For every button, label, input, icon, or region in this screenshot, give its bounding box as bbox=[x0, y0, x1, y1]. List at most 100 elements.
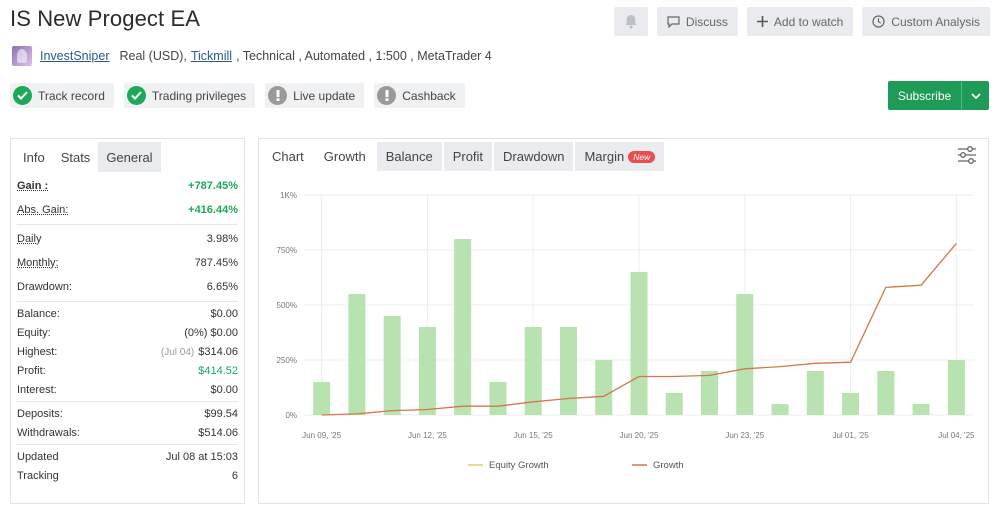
badge-track-record[interactable]: Track record bbox=[10, 83, 114, 108]
stat-value: +416.44% bbox=[188, 204, 238, 216]
stat-equity: Equity: (0%) $0.00 bbox=[17, 323, 238, 342]
stat-monthly: Monthly: 787.45% bbox=[17, 251, 238, 275]
stats-group-tracking: Updated Jul 08 at 15:03 Tracking 6 bbox=[17, 445, 238, 487]
discuss-button[interactable]: Discuss bbox=[656, 7, 738, 36]
stat-highest: Highest: (Jul 04) $314.06 bbox=[17, 342, 238, 361]
stats-group-transfers: Deposits: $99.54 Withdrawals: $514.06 bbox=[17, 402, 238, 445]
stats-tabs: Info Stats General bbox=[11, 139, 244, 172]
system-meta: InvestSniper Real (USD), Tickmill , Tech… bbox=[12, 46, 492, 66]
stat-label[interactable]: Monthly: bbox=[17, 257, 59, 269]
stat-label: Highest: bbox=[17, 345, 58, 358]
bar[interactable] bbox=[736, 294, 754, 415]
stat-tracking: Tracking 6 bbox=[17, 466, 238, 485]
bar[interactable] bbox=[877, 371, 895, 415]
badge-label: Live update bbox=[293, 88, 356, 103]
bar[interactable] bbox=[348, 294, 366, 415]
stat-label: Withdrawals: bbox=[17, 426, 80, 439]
x-tick-label: Jul 01, '25 bbox=[832, 431, 869, 440]
status-badges: Track record Trading privileges Live upd… bbox=[10, 83, 465, 108]
y-tick-label: 250% bbox=[277, 356, 297, 365]
subscribe-button[interactable]: Subscribe bbox=[888, 81, 989, 110]
system-details: , Technical , Automated , 1:500 , MetaTr… bbox=[236, 49, 492, 63]
settings-sliders-icon[interactable] bbox=[956, 144, 978, 166]
tab-stats[interactable]: Stats bbox=[52, 142, 99, 172]
tab-info[interactable]: Info bbox=[23, 149, 45, 165]
tab-general[interactable]: General bbox=[98, 142, 161, 172]
stat-gain: Gain : +787.45% bbox=[17, 174, 238, 198]
author-link[interactable]: InvestSniper bbox=[40, 49, 110, 63]
bar[interactable] bbox=[524, 327, 542, 415]
bar[interactable] bbox=[947, 360, 965, 415]
notify-button[interactable] bbox=[613, 7, 648, 36]
chart-tabs: Chart Growth Balance Profit Drawdown Mar… bbox=[259, 139, 988, 171]
stat-label: Equity: bbox=[17, 326, 51, 339]
bar[interactable] bbox=[701, 371, 719, 415]
stat-abs-gain: Abs. Gain: +416.44% bbox=[17, 198, 238, 222]
custom-analysis-button[interactable]: Custom Analysis bbox=[862, 7, 990, 36]
add-to-watch-label: Add to watch bbox=[773, 14, 844, 29]
stat-label: Deposits: bbox=[17, 407, 63, 420]
legend-equity-growth[interactable]: Equity Growth bbox=[489, 460, 549, 471]
x-tick-label: Jun 12, '25 bbox=[408, 431, 447, 440]
bar[interactable] bbox=[418, 327, 436, 415]
y-tick-label: 500% bbox=[277, 301, 297, 310]
y-tick-label: 1K% bbox=[280, 191, 297, 200]
tab-growth[interactable]: Growth bbox=[314, 142, 375, 171]
stat-value: $414.52 bbox=[198, 364, 238, 377]
badge-trading-privileges[interactable]: Trading privileges bbox=[123, 83, 256, 108]
new-badge: New bbox=[628, 150, 656, 163]
stats-rows: Gain : +787.45% Abs. Gain: +416.44% Dail… bbox=[11, 172, 244, 487]
stat-label[interactable]: Gain : bbox=[17, 180, 49, 192]
stat-label: Profit: bbox=[17, 364, 46, 377]
bar[interactable] bbox=[489, 382, 507, 415]
bar[interactable] bbox=[383, 316, 401, 415]
bar[interactable] bbox=[806, 371, 824, 415]
chevron-down-icon bbox=[970, 92, 981, 99]
bar[interactable] bbox=[912, 404, 930, 415]
x-tick-label: Jun 20, '25 bbox=[620, 431, 659, 440]
add-to-watch-button[interactable]: Add to watch bbox=[746, 7, 854, 36]
tab-balance[interactable]: Balance bbox=[376, 142, 442, 171]
stat-value-wrap: (0%) $0.00 bbox=[184, 327, 238, 339]
stat-label: Drawdown: bbox=[17, 281, 73, 293]
bar[interactable] bbox=[454, 239, 472, 415]
badge-cashback[interactable]: Cashback bbox=[374, 83, 465, 108]
tab-chart[interactable]: Chart bbox=[272, 149, 304, 164]
stat-value: Jul 08 at 15:03 bbox=[165, 450, 238, 463]
tab-margin[interactable]: Margin New bbox=[575, 142, 665, 171]
bar[interactable] bbox=[665, 393, 683, 415]
legend-growth[interactable]: Growth bbox=[653, 460, 684, 471]
bell-icon bbox=[625, 15, 637, 29]
stat-label[interactable]: Abs. Gain: bbox=[17, 204, 69, 216]
stat-label: Updated bbox=[17, 450, 59, 463]
bar[interactable] bbox=[842, 393, 860, 415]
subscribe-dropdown[interactable] bbox=[961, 81, 989, 110]
bar[interactable] bbox=[595, 360, 613, 415]
tab-profit[interactable]: Profit bbox=[443, 142, 493, 171]
badge-label: Track record bbox=[38, 88, 105, 103]
chat-icon bbox=[667, 15, 680, 28]
stat-value: $514.06 bbox=[198, 426, 238, 439]
discuss-label: Discuss bbox=[685, 14, 728, 29]
stat-value: $0.00 bbox=[210, 307, 238, 320]
badge-label: Cashback bbox=[402, 88, 456, 103]
stat-label[interactable]: Daily bbox=[17, 233, 42, 245]
x-tick-label: Jun 09, '25 bbox=[302, 431, 341, 440]
tab-drawdown[interactable]: Drawdown bbox=[494, 142, 574, 171]
broker-link[interactable]: Tickmill bbox=[190, 49, 233, 63]
stat-drawdown: Drawdown: 6.65% bbox=[17, 275, 238, 299]
account-type: Real (USD), bbox=[119, 49, 187, 63]
bar[interactable] bbox=[630, 272, 648, 415]
y-tick-label: 0% bbox=[285, 411, 297, 420]
bar[interactable] bbox=[313, 382, 331, 415]
bar[interactable] bbox=[771, 404, 789, 415]
bar[interactable] bbox=[559, 327, 577, 415]
stat-value: $0.00 bbox=[210, 326, 238, 339]
exclamation-icon bbox=[268, 86, 288, 105]
stat-value: 6.65% bbox=[206, 281, 238, 293]
stat-label: Balance: bbox=[17, 307, 60, 320]
growth-line bbox=[321, 242, 957, 416]
stat-label: Interest: bbox=[17, 383, 57, 396]
badge-live-update[interactable]: Live update bbox=[265, 83, 365, 108]
stat-value: 6 bbox=[231, 469, 238, 482]
